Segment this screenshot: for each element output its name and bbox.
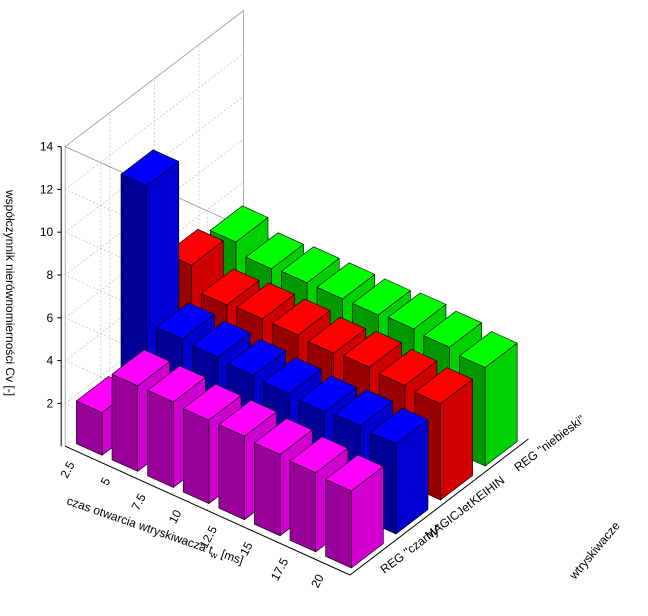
x-tick-label: 2.5 xyxy=(57,459,77,481)
bar-face-top xyxy=(298,375,358,413)
z-tick-label: 6 xyxy=(47,311,54,325)
z-tick-label: 12 xyxy=(40,182,54,196)
bar-face-top xyxy=(236,282,295,320)
bar-face-side xyxy=(325,479,352,569)
bar xyxy=(325,454,384,569)
bar-face-top xyxy=(147,365,206,403)
wall-edge xyxy=(64,9,351,311)
bar-face-top xyxy=(209,205,269,243)
bar-face-side xyxy=(182,408,210,504)
bar-face-top xyxy=(334,389,393,427)
x-tick-label: 5 xyxy=(98,475,114,488)
z-tick-label: 14 xyxy=(40,140,54,154)
bar-face-top xyxy=(369,407,429,445)
bar-face-top xyxy=(218,399,277,437)
bar-face-top xyxy=(423,310,482,348)
chart-bars xyxy=(76,149,518,569)
bar-face-top xyxy=(378,349,438,386)
bar-face-top xyxy=(272,298,331,336)
bar-face-top xyxy=(227,339,286,376)
bar-face-side xyxy=(111,373,138,472)
bar-face-top xyxy=(254,418,313,455)
bar-face-top xyxy=(325,454,384,492)
z-tick-label: 10 xyxy=(40,225,54,239)
x-tick-label: 7.5 xyxy=(129,491,149,513)
z-axis-title: współczynnik nierównomierności Cv [-] xyxy=(3,189,17,396)
x-tick-label: 20 xyxy=(308,572,327,591)
bar-face-side xyxy=(218,424,245,521)
x-tick-label: 10 xyxy=(166,507,185,526)
bar-face-top xyxy=(245,232,304,270)
z-tick-label: 8 xyxy=(47,268,54,282)
x-axis-line xyxy=(64,445,351,576)
bar-face-top xyxy=(156,302,215,340)
bar-face-top xyxy=(289,436,349,474)
bar-face-side xyxy=(254,442,281,537)
bar-face-top xyxy=(352,278,411,316)
bar-face-top xyxy=(316,262,376,300)
x-tick-label: 17.5 xyxy=(268,555,291,582)
z-tick-label: 2 xyxy=(47,396,54,410)
bar-face-side xyxy=(289,460,317,553)
bar-face-top xyxy=(343,330,402,368)
bar-face-top xyxy=(307,316,367,354)
y-tick-label: KEIHIN xyxy=(467,473,507,508)
x-axis-title-sub: w xyxy=(208,549,219,561)
bar-face-top xyxy=(111,349,171,387)
bar-face-side xyxy=(147,389,174,488)
bar-face-top xyxy=(182,383,242,421)
y-tick-label: MAGICJet xyxy=(422,498,475,543)
y-axis-line xyxy=(349,438,529,576)
bar-face-top xyxy=(120,149,180,187)
bar-face-top xyxy=(263,357,322,395)
bar-face-top xyxy=(387,292,447,330)
bar-face-top xyxy=(414,367,473,405)
x-tick-label: 15 xyxy=(237,539,256,558)
bar-face-top xyxy=(200,268,260,306)
bar-face-top xyxy=(459,331,518,368)
bar-face-top xyxy=(191,320,251,358)
y-axis-title: wtryskiwacze xyxy=(566,519,623,583)
bar-face-top xyxy=(281,246,340,284)
z-tick-label: 4 xyxy=(47,354,54,368)
